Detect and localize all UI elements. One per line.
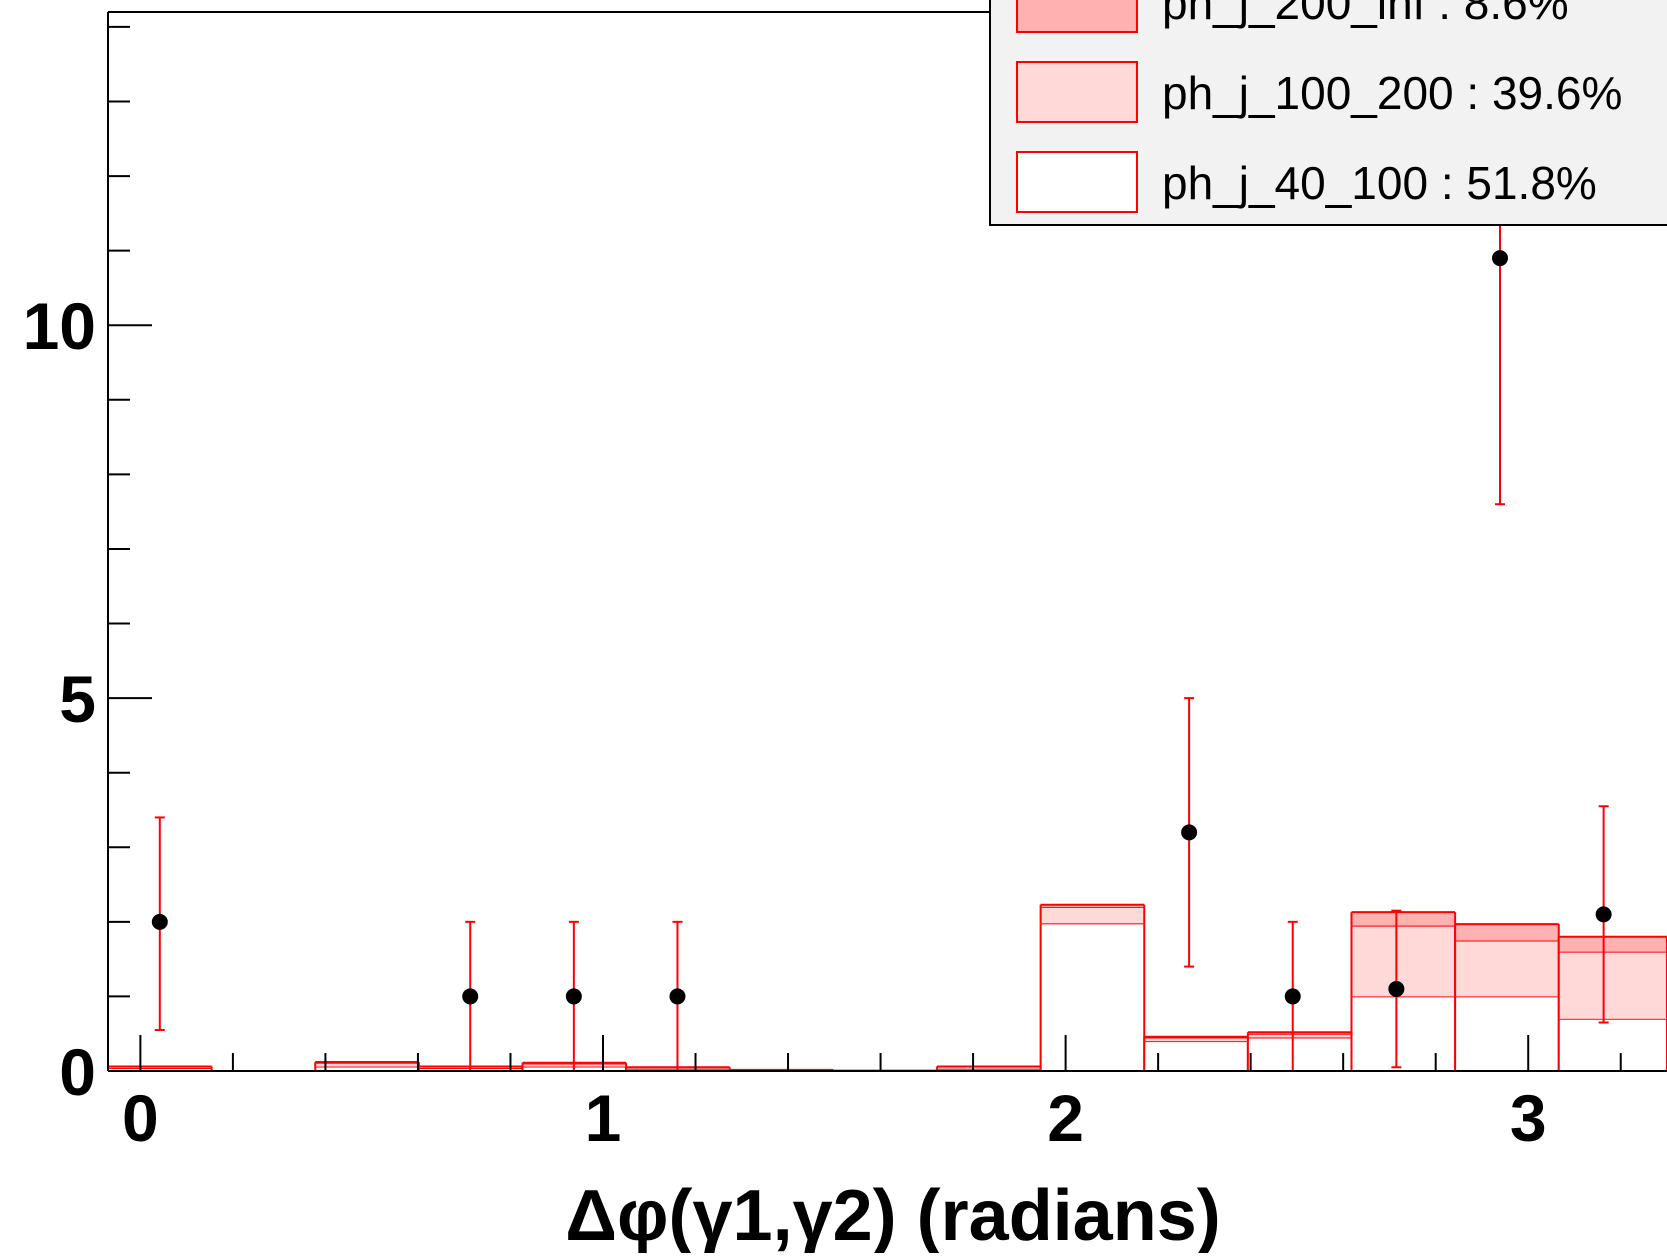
hist-bar-series0-bin11 xyxy=(1247,1037,1352,1071)
data-point-7 xyxy=(1491,250,1508,267)
axes: 0 5 10 0 1 2 3 xyxy=(23,11,1667,1155)
hist-bar-series1-bin13 xyxy=(1455,940,1559,997)
hist-bar-series0-bin14 xyxy=(1558,1018,1667,1071)
y-tick-label-1: 5 xyxy=(59,662,96,736)
legend-label-0: ph_j_200_inf : 8.6% xyxy=(1162,0,1569,29)
hist-bar-series0-bin12 xyxy=(1351,996,1456,1071)
data-point-0 xyxy=(151,913,168,930)
legend-swatch-0 xyxy=(1016,0,1138,33)
data-point-6 xyxy=(1388,980,1405,997)
hist-bar-series1-bin11 xyxy=(1247,1033,1352,1038)
hist-bar-series0-bin9 xyxy=(1040,923,1145,1071)
hist-bar-series1-bin2 xyxy=(315,1062,419,1067)
data-point-3 xyxy=(669,988,686,1005)
legend-swatch-1 xyxy=(1016,61,1138,123)
histogram-bars xyxy=(107,903,1667,1072)
hist-bar-series1-bin9 xyxy=(1040,906,1145,924)
hist-bar-series0-bin8 xyxy=(936,1068,1041,1071)
hist-bar-series0-bin13 xyxy=(1455,996,1559,1071)
legend: ph_j_200_inf : 8.6% ph_j_100_200 : 39.6% p… xyxy=(989,0,1667,226)
hist-bar-series0-bin2 xyxy=(315,1066,419,1071)
data-point-2 xyxy=(565,988,582,1005)
data-point-4 xyxy=(1181,824,1198,841)
hist-bar-series2-bin14 xyxy=(1558,936,1667,952)
legend-swatch-2 xyxy=(1016,151,1138,213)
hist-bar-series1-bin10 xyxy=(1144,1037,1248,1042)
hist-bar-series1-bin12 xyxy=(1351,925,1456,997)
x-tick-label-1: 1 xyxy=(585,1081,622,1155)
y-tick-label-0: 0 xyxy=(59,1035,96,1109)
hist-bar-series2-bin9 xyxy=(1040,904,1145,907)
legend-label-1: ph_j_100_200 : 39.6% xyxy=(1162,67,1622,119)
data-point-8 xyxy=(1595,906,1612,923)
x-tick-label-3: 3 xyxy=(1510,1081,1547,1155)
hist-bar-series0-bin0 xyxy=(108,1068,212,1071)
y-tick-label-2: 10 xyxy=(23,289,96,363)
hist-bar-series2-bin12 xyxy=(1351,912,1456,926)
hist-bar-series2-bin13 xyxy=(1455,924,1559,941)
hist-bar-series1-bin8 xyxy=(936,1066,1041,1069)
x-tick-label-2: 2 xyxy=(1047,1081,1084,1155)
hist-bar-series0-bin10 xyxy=(1144,1041,1248,1071)
data-point-5 xyxy=(1284,988,1301,1005)
legend-label-2: ph_j_40_100 : 51.8% xyxy=(1162,157,1597,209)
data-points xyxy=(151,11,1612,1071)
x-tick-label-0: 0 xyxy=(122,1081,159,1155)
data-point-1 xyxy=(462,988,479,1005)
hist-bar-series1-bin14 xyxy=(1558,951,1667,1019)
x-axis-title: Δφ(γ1,γ2) (radians) xyxy=(565,1176,1220,1253)
